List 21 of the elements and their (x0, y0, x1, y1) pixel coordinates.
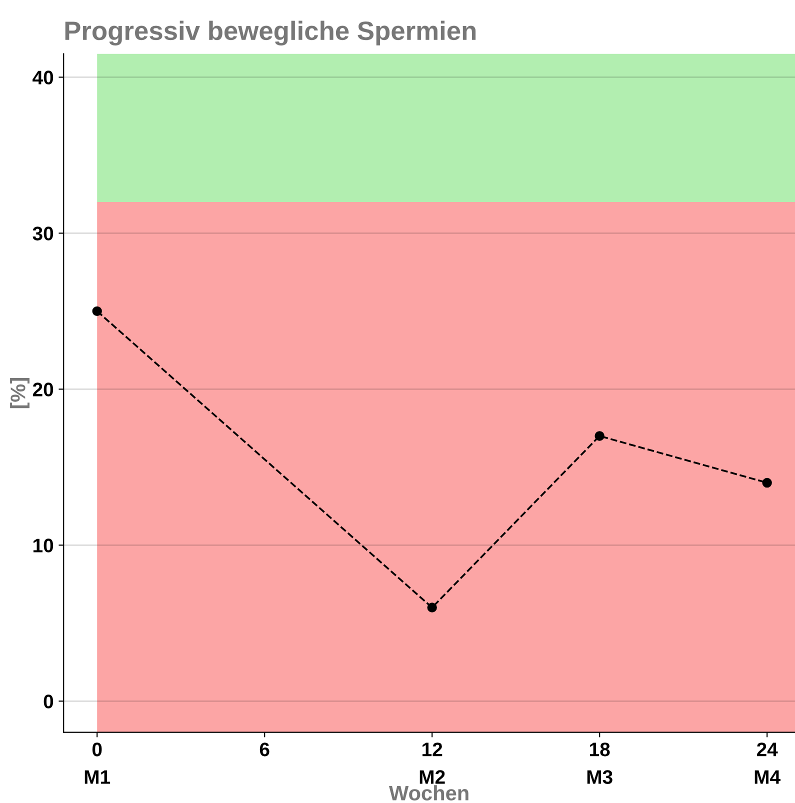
x-tick-label: 24 (756, 742, 778, 756)
text: M1 (84, 770, 110, 784)
text: M2 (420, 770, 445, 784)
text: M4 (754, 770, 780, 784)
y-tick-label: 0 (44, 694, 54, 708)
x-axis-title: Wochen (388, 785, 468, 800)
y-axis-title: [%] (10, 378, 30, 408)
y-tick-label: 40 (32, 70, 54, 84)
point (92, 306, 102, 316)
point (427, 602, 437, 612)
point (594, 431, 604, 441)
x-tick-label: 12 (422, 742, 442, 756)
point (762, 478, 772, 488)
y-tick-label: 20 (32, 382, 54, 396)
y-tick-label: 30 (32, 226, 54, 240)
x-tick-label: 18 (590, 742, 610, 756)
text: M3 (587, 770, 612, 784)
y-tick-label: 10 (33, 538, 54, 552)
x-tick-label: 6 (260, 742, 270, 756)
x-tick-label: 0 (92, 742, 102, 756)
chart-title: Progressiv bewegliche Spermien (65, 20, 476, 46)
